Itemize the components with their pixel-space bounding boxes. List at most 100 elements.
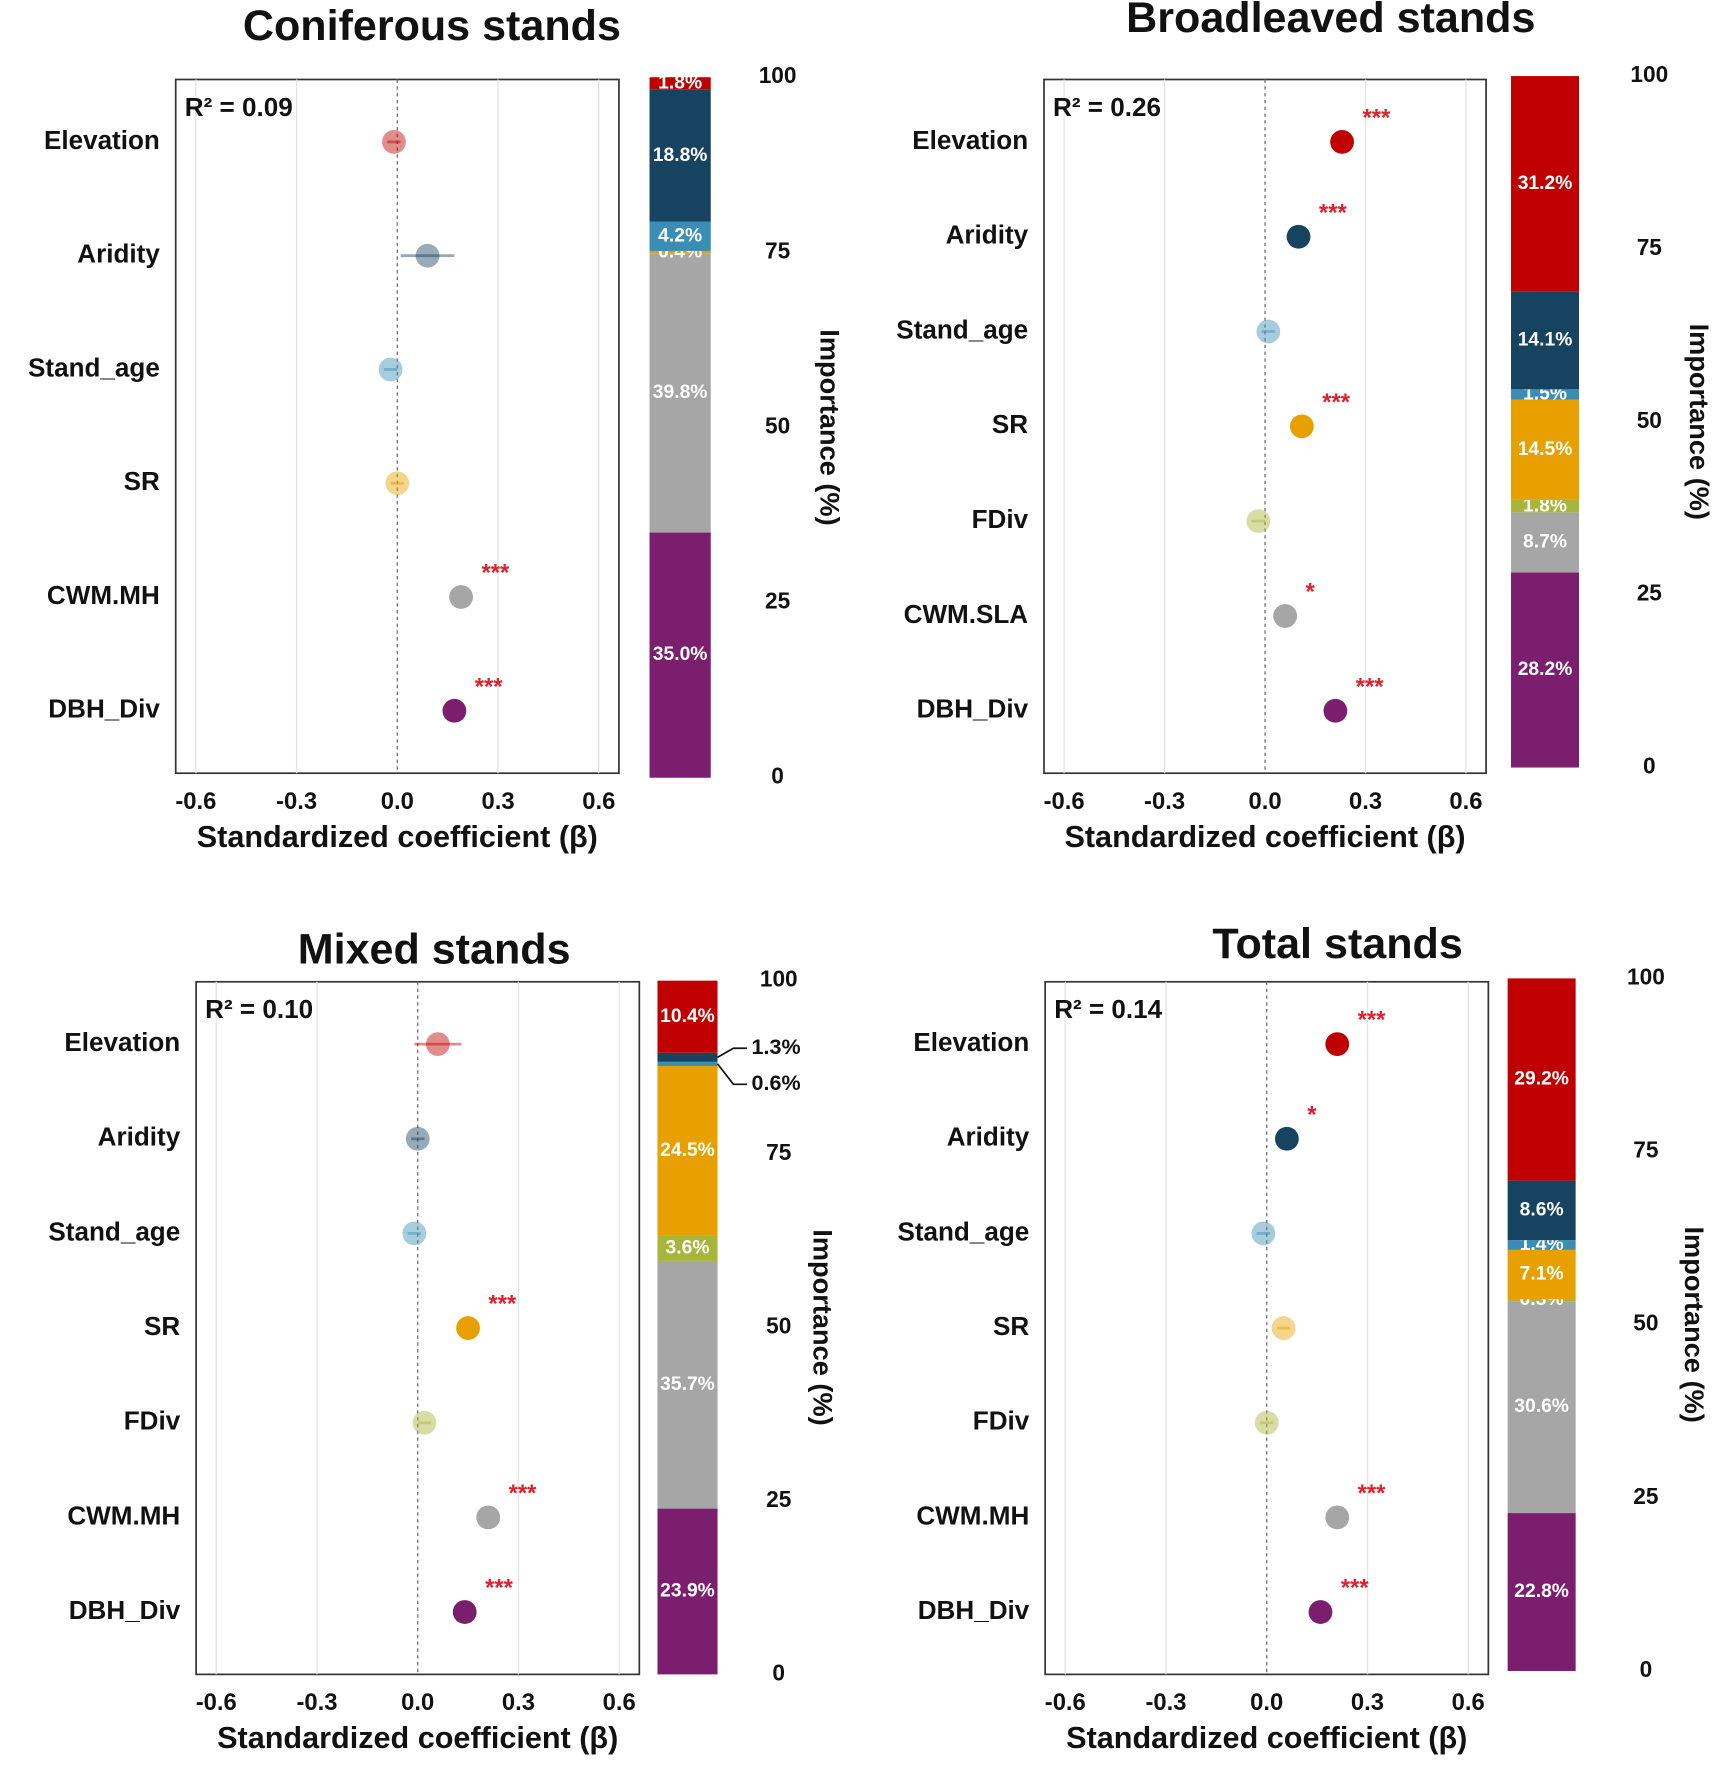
significance-label: *** [475,673,504,700]
significance-label: * [1307,1101,1317,1128]
x-tick-label: 0.3 [481,788,514,815]
coefficient-point [1246,509,1271,534]
significance-label: *** [488,1291,517,1318]
significance-label: *** [485,1575,514,1602]
importance-tick-label: 75 [766,1139,791,1165]
x-axis-label: Standardized coefficient (β) [1066,1721,1467,1755]
importance-segment [1511,76,1580,292]
importance-segment [1507,1249,1576,1300]
segment-label: 10.4% [660,1006,715,1027]
x-tick-label: -0.3 [296,1689,337,1716]
y-tick-label: Stand_age [48,1216,180,1246]
importance-segment [1507,1301,1576,1514]
importance-segment [657,1235,718,1261]
importance-segment [649,532,711,778]
importance-tick-label: 50 [1633,1310,1658,1336]
importance-tick-label: 25 [766,1486,791,1512]
importance-tick-label: 50 [765,412,790,438]
importance-tick-label: 50 [1637,407,1662,433]
importance-tick-label: 75 [1637,234,1662,260]
importance-segment [1511,291,1580,390]
importance-axis-label: Importance (%) [1679,1226,1710,1422]
importance-tick-label: 75 [765,237,790,263]
importance-segment [649,253,711,533]
coefficient-point [425,1032,450,1057]
segment-label: 1.8% [1523,495,1567,516]
importance-segment [649,221,711,251]
coefficient-point [1325,1505,1350,1530]
x-tick-label: -0.3 [1144,788,1185,815]
coefficient-point [405,1126,430,1151]
x-axis-label: Standardized coefficient (β) [217,1721,618,1755]
importance-segment [1511,499,1580,513]
importance-tick-label: 75 [1633,1137,1658,1163]
x-axis-label: Standardized coefficient (β) [197,820,598,854]
coefficient-point [456,1316,480,1340]
x-tick-label: -0.6 [196,1689,237,1716]
segment-label: 7.1% [1520,1264,1564,1285]
significance-label: *** [482,560,511,587]
y-tick-label: CWM.MH [47,580,160,610]
segment-label: 14.5% [1518,439,1573,460]
y-tick-label: DBH_Div [69,1595,181,1625]
significance-label: *** [1358,1480,1387,1507]
significance-label: *** [509,1480,538,1507]
segment-label: 31.2% [1518,173,1573,194]
coefficient-point [378,357,403,382]
segment-label: 0.6% [752,1071,801,1095]
coefficient-point [385,471,410,496]
importance-segment [1507,1180,1576,1241]
segment-label: 1.8% [658,73,702,94]
y-tick-label: SR [993,1311,1029,1341]
x-tick-label: 0.0 [1250,1689,1283,1716]
x-tick-label: -0.6 [175,788,216,815]
r2-label: R² = 0.09 [185,92,293,122]
y-tick-label: DBH_Div [917,694,1029,724]
y-tick-label: CWM.MH [67,1500,180,1530]
significance-label: *** [1362,105,1391,132]
x-tick-label: 0.3 [1349,788,1382,815]
segment-label: 8.6% [1520,1199,1564,1220]
y-tick-label: CWM.MH [916,1500,1029,1530]
significance-label: *** [1322,389,1351,416]
importance-axis-label: Importance (%) [808,1229,839,1425]
coefficient-point [1256,319,1281,344]
coefficient-point [1289,414,1314,439]
importance-segment [649,77,711,90]
x-tick-label: 0.0 [401,1689,434,1716]
importance-axis-label: Importance (%) [814,329,845,525]
segment-label: 14.1% [1518,330,1573,351]
callout-line [716,1063,748,1086]
segment-label: 29.2% [1514,1069,1569,1090]
coefficient-point [1330,130,1354,154]
x-tick-label: 0.3 [1351,1689,1384,1716]
r2-label: R² = 0.14 [1054,994,1162,1024]
importance-segment [657,1061,718,1066]
importance-tick-label: 50 [766,1313,791,1339]
importance-tick-label: 100 [1630,61,1668,87]
importance-axis-label: Importance (%) [1684,324,1715,520]
importance-segment [1507,1513,1576,1671]
coefficient-point [1254,1410,1279,1435]
importance-tick-label: 100 [1627,963,1665,989]
importance-segment [1511,399,1580,500]
significance-label: *** [1356,673,1385,700]
segment-label: 23.9% [660,1581,715,1602]
x-axis-label: Standardized coefficient (β) [1064,820,1465,854]
coefficient-point [449,585,474,609]
segment-label: 18.8% [653,145,708,166]
segment-label: 30.6% [1514,1396,1569,1417]
coefficient-point [412,1410,437,1435]
coefficient-point [1308,1600,1333,1624]
coefficient-point [452,1600,477,1624]
x-tick-label: -0.6 [1044,788,1085,815]
coefficient-point [1273,604,1298,628]
y-tick-label: FDiv [973,1406,1030,1436]
importance-segment [1511,512,1580,573]
coefficient-point [1325,1032,1350,1057]
x-tick-label: 0.6 [603,1689,636,1716]
segment-label: 22.8% [1514,1581,1569,1602]
importance-segment [1507,978,1576,1181]
y-tick-label: Elevation [913,1027,1029,1057]
y-tick-label: Aridity [98,1122,181,1152]
